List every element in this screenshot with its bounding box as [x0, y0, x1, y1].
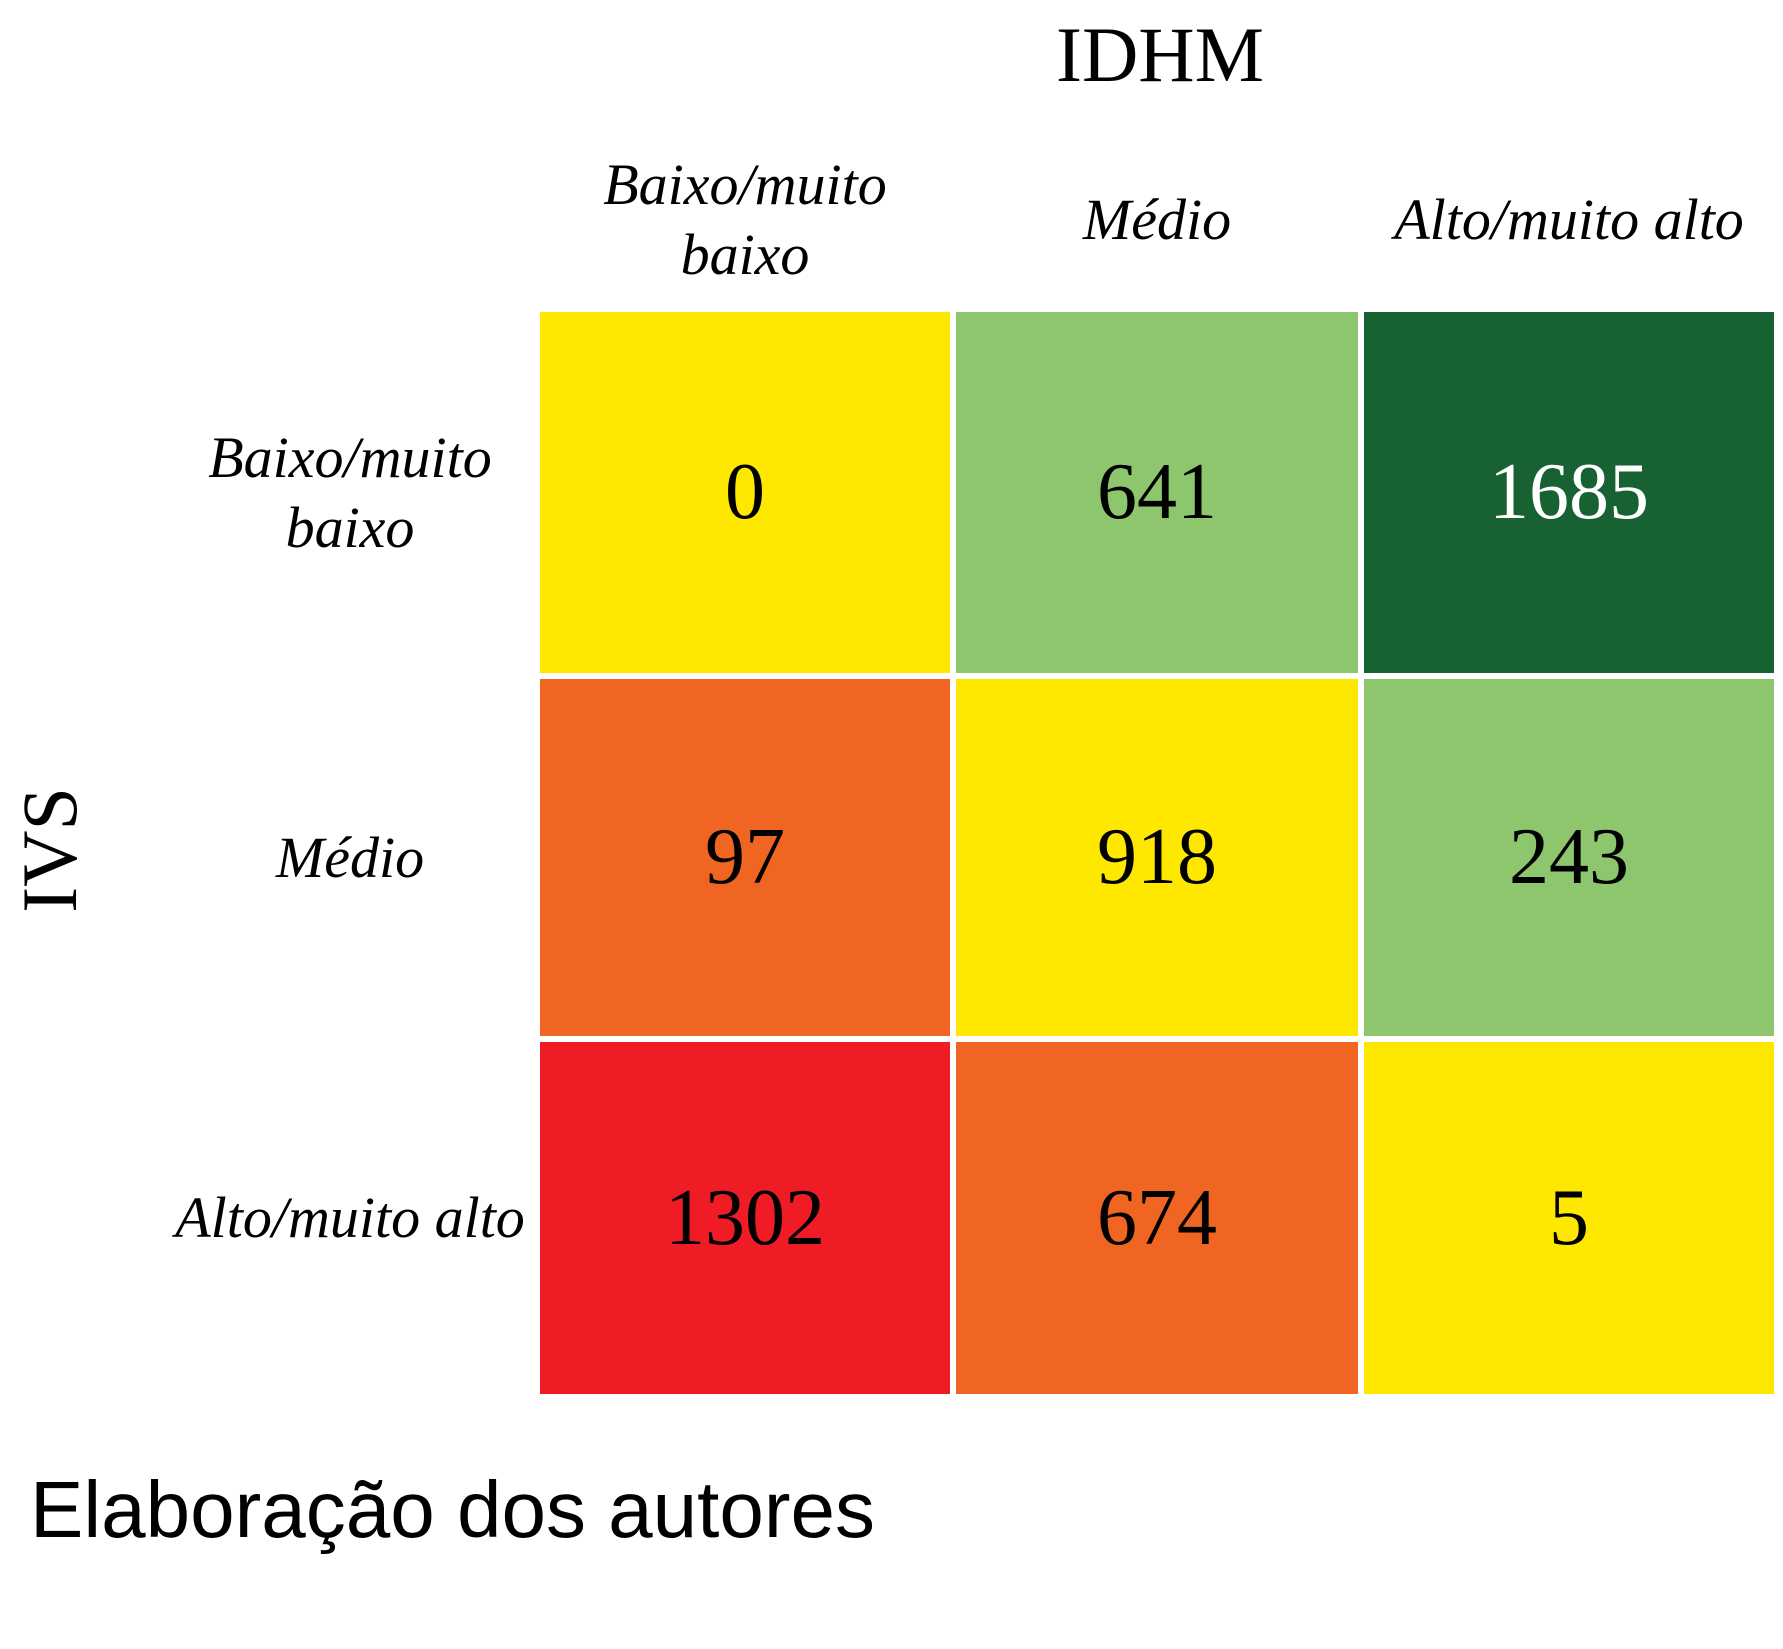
y-tick-label: Médio [275, 824, 425, 890]
heatmap-cell: 641 [956, 312, 1358, 673]
y-tick-label: Alto/muito alto [175, 1185, 525, 1250]
heatmap-cell: 243 [1364, 679, 1774, 1036]
cell-value-label: 1302 [665, 1173, 825, 1262]
cell-value-label: 1685 [1489, 448, 1649, 536]
x-tick-label: Alto/muito alto [1394, 187, 1744, 252]
heatmap-cell: 5 [1364, 1042, 1774, 1394]
heatmap-cell: 674 [956, 1042, 1358, 1394]
cell-value-label: 97 [705, 813, 785, 901]
x-axis-title: IDHM [1056, 11, 1264, 98]
heatmap-cell: 0 [540, 312, 950, 673]
x-tick-label: Baixo/muito baixo [603, 152, 887, 287]
cell-value-label: 674 [1097, 1173, 1217, 1262]
heatmap-cell: 97 [540, 679, 950, 1036]
cell-value-label: 243 [1509, 813, 1629, 901]
cell-value-label: 0 [725, 448, 765, 536]
x-tick-label: Médio [1082, 187, 1232, 252]
heatmap-cell: 918 [956, 679, 1358, 1036]
y-axis-title: IVS [6, 787, 93, 913]
y-tick-label: Baixo/muito baixo [208, 424, 492, 560]
heatmap-cell: 1685 [1364, 312, 1774, 673]
cell-value-label: 5 [1549, 1173, 1589, 1262]
heatmap-grid: 0 641 1685 97 918 243 1302 674 5 [540, 312, 1780, 1394]
cell-value-label: 641 [1097, 448, 1217, 536]
heatmap-cell: 1302 [540, 1042, 950, 1394]
cell-value-label: 918 [1097, 813, 1217, 901]
source-note: Elaboração dos autores [30, 1465, 875, 1554]
